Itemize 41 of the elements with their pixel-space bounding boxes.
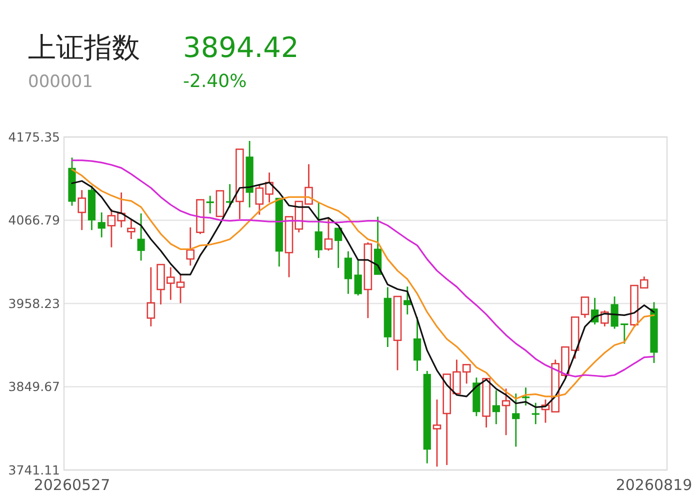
candlestick (246, 140, 254, 208)
x-tick-label: 20260527 (34, 476, 110, 494)
candlestick (620, 323, 628, 344)
candlestick (344, 250, 352, 295)
candlestick (186, 226, 195, 266)
chart-subtitle: 000001 (28, 72, 93, 92)
candlestick (492, 390, 500, 425)
y-tick-label: 4066.79 (8, 212, 60, 228)
y-tick-label: 4175.35 (8, 129, 60, 144)
chart-title: 上证指数 (28, 31, 140, 64)
candlestick (384, 286, 392, 348)
candlestick (78, 189, 86, 231)
candlestick (98, 212, 106, 238)
candlestick (334, 228, 342, 269)
candlestick (404, 286, 412, 316)
y-tick-label: 3958.23 (8, 296, 60, 311)
candlestick (146, 266, 156, 328)
candlestick (512, 392, 520, 448)
candlestick (314, 202, 322, 259)
text: -2.40% (183, 71, 247, 92)
candlestick (472, 376, 480, 417)
candlestick (216, 190, 224, 218)
candlestick (502, 388, 510, 436)
candlestick (423, 370, 431, 464)
candlestick (432, 398, 442, 468)
y-tick-label: 3741.11 (8, 462, 60, 478)
candlestick (127, 218, 136, 240)
candlestick (137, 212, 145, 262)
candlestick (374, 216, 382, 275)
candlestick (482, 378, 490, 428)
candlestick (275, 198, 283, 268)
candlestick (206, 195, 214, 214)
y-tick-label: 3849.67 (8, 379, 60, 394)
candlestick (532, 402, 540, 425)
candlestick (354, 260, 362, 296)
candlestick (236, 148, 244, 220)
text: 3894.42 (183, 31, 299, 64)
x-tick-label: 20260819 (616, 476, 692, 494)
candlestick (393, 296, 402, 371)
candlestick (580, 296, 590, 318)
candlestick (413, 316, 422, 372)
